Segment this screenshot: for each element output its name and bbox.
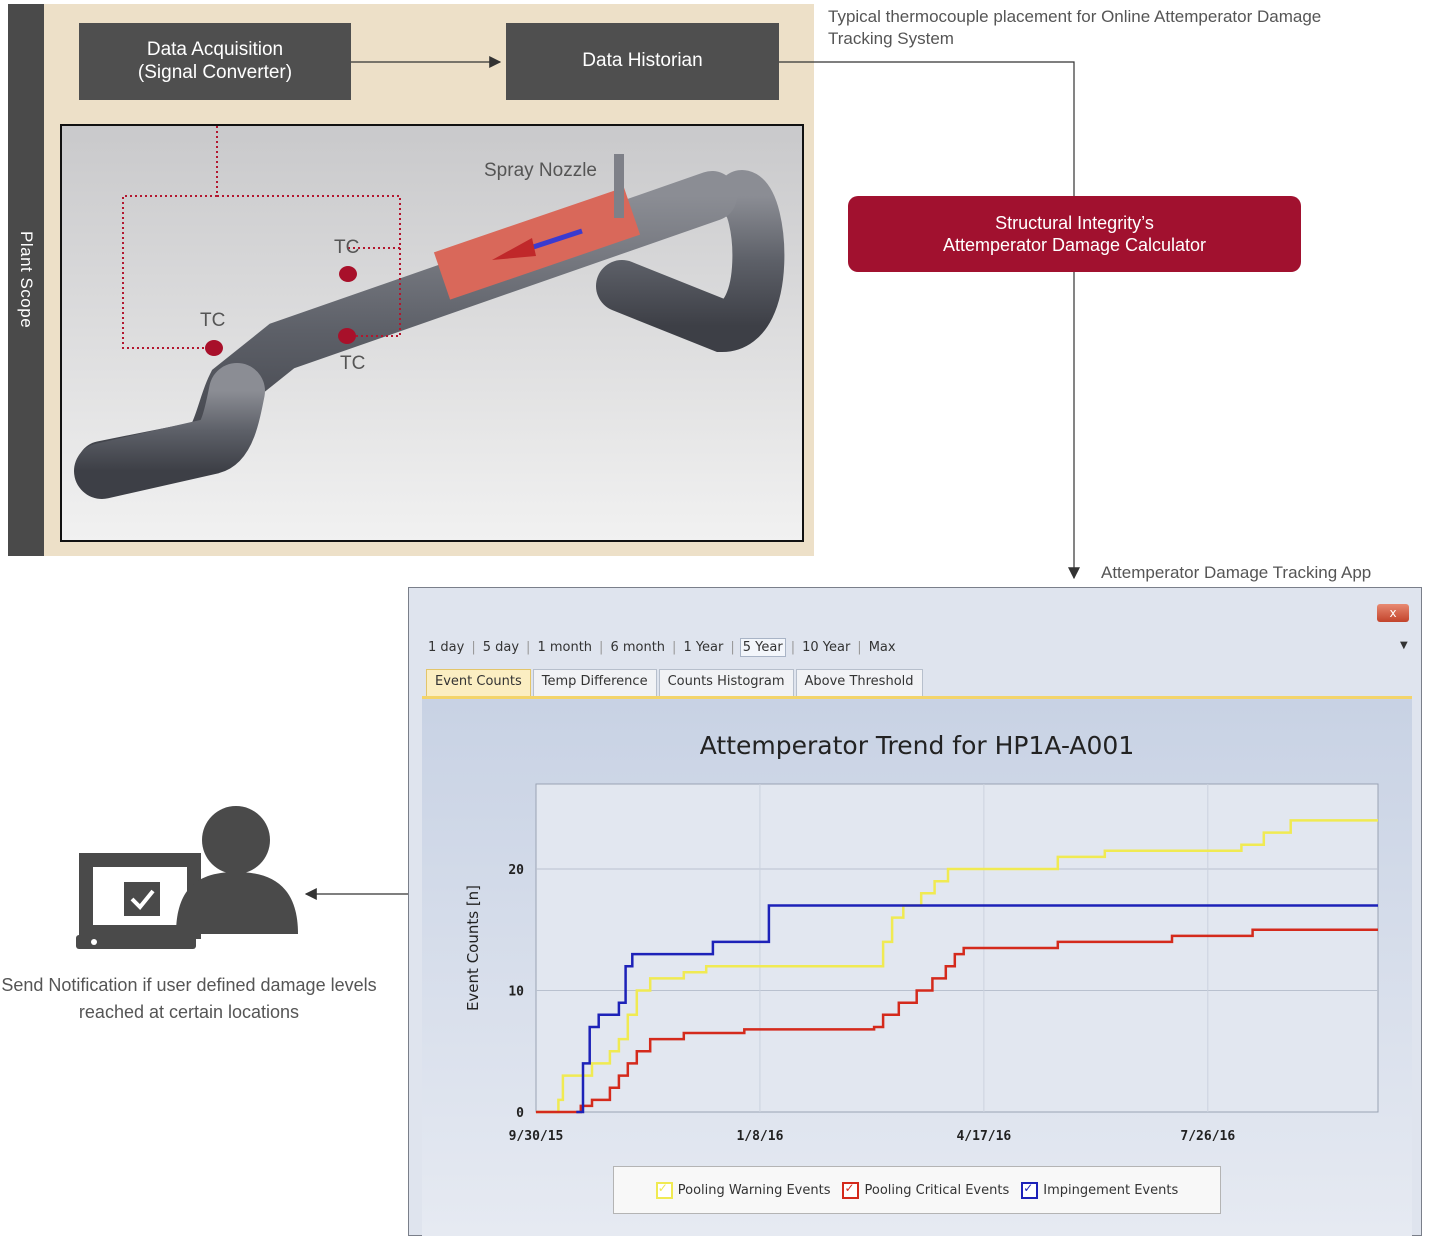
tc-label-left: TC [200,310,225,331]
chart-ticks: 0 10 20 9/30/15 1/8/16 4/17/16 7/26/16 [508,863,1235,1144]
x-tick-label: 1/8/16 [736,1129,783,1144]
data-historian-box: Data Historian [506,23,779,100]
tab-event-counts[interactable]: Event Counts [426,669,531,697]
x-tick-label: 9/30/15 [509,1129,564,1144]
range-5-year[interactable]: 5 Year [739,637,786,657]
person-icon [176,806,298,934]
legend-item-impingement[interactable]: Impingement Events [1021,1181,1179,1199]
thermocouple-bottom [338,328,356,344]
time-range-bar: 1 day | 5 day | 1 month | 6 month | 1 Year | … [428,637,896,657]
tab-underline [422,696,1412,699]
range-1-day[interactable]: 1 day [428,639,465,655]
wiring-left [122,126,218,349]
data-acquisition-box: Data Acquisition (Signal Converter) [79,23,351,100]
plant-scope-bar [8,4,44,556]
data-historian-label: Data Historian [582,50,703,72]
chevron-down-icon[interactable]: ▼ [1400,640,1408,651]
thermocouple-top [339,266,357,282]
damage-calculator-box: Structural Integrity’s Attemperator Dama… [848,196,1301,272]
y-tick-label: 0 [516,1106,524,1121]
legend-item-pooling-critical[interactable]: Pooling Critical Events [842,1181,1010,1199]
notification-text: Send Notification if user defined damage… [1,975,377,1022]
y-tick-label: 10 [508,985,524,1000]
legend-checkbox-pooling-warning[interactable] [655,1181,673,1199]
pipe-left-leg [74,363,265,499]
tab-temp-difference[interactable]: Temp Difference [532,669,657,697]
tc-label-bottom: TC [340,353,365,374]
legend-item-pooling-warning[interactable]: Pooling Warning Events [655,1181,831,1199]
spray-nozzle-label: Spray Nozzle [484,160,597,181]
x-tick-label: 4/17/16 [956,1129,1011,1144]
legend-checkbox-impingement[interactable] [1021,1181,1039,1199]
legend-label-pooling-critical: Pooling Critical Events [864,1182,1010,1198]
chart-tabs: Event Counts Temp Difference Counts Hist… [426,669,925,697]
tab-above-threshold[interactable]: Above Threshold [795,669,923,697]
range-max[interactable]: Max [868,639,896,655]
range-10-year[interactable]: 10 Year [802,639,851,655]
tc-label-top: TC [334,237,359,258]
thermocouple-caption: Typical thermocouple placement for Onlin… [828,7,1322,49]
plant-scope-label-wrap: Plant Scope [8,4,44,556]
range-1-year[interactable]: 1 Year [683,639,724,655]
close-icon: x [1389,606,1397,620]
attemperator-pipe-image: Spray Nozzle TC TC TC [74,126,785,499]
range-1-month[interactable]: 1 month [537,639,593,655]
historian-to-calculator-line [779,61,1075,196]
range-5-day[interactable]: 5 day [482,639,520,655]
pipe-illustration: Spray Nozzle TC TC TC [60,124,804,542]
notification-icon [76,806,298,949]
legend-label-impingement: Impingement Events [1043,1182,1179,1198]
series-pooling-warning-line [536,819,1378,1114]
chart-series [536,819,1378,1114]
plant-scope-label: Plant Scope [17,231,36,329]
legend-checkbox-pooling-critical[interactable] [842,1181,860,1199]
plot-area [535,783,1379,1113]
spray-nozzle-stem [614,154,624,218]
x-tick-label: 7/26/16 [1180,1129,1235,1144]
tab-counts-histogram[interactable]: Counts Histogram [658,669,794,697]
chart-title: Attemperator Trend for HP1A-A001 [699,731,1135,760]
calculator-line1: Structural Integrity’s [995,212,1154,233]
series-pooling-critical-line [536,928,1378,1114]
y-axis-label: Event Counts [n] [464,885,482,1011]
calculator-line2: Attemperator Damage Calculator [942,235,1207,255]
data-acquisition-label: Data Acquisition (Signal Converter) [137,38,293,83]
legend-label-pooling-warning: Pooling Warning Events [677,1182,831,1198]
close-button[interactable]: x [1377,604,1409,622]
series-impingement-line [576,904,1378,1114]
range-6-month[interactable]: 6 month [610,639,666,655]
chart-legend: Pooling Warning Events Pooling Critical … [613,1166,1221,1214]
thermocouple-left [205,340,223,356]
spray-arrow-icon [492,238,536,260]
app-caption: Attemperator Damage Tracking App [1101,563,1372,582]
y-tick-label: 20 [508,863,524,878]
pipe-right-hook [596,170,785,353]
wiring-upper [217,195,401,249]
